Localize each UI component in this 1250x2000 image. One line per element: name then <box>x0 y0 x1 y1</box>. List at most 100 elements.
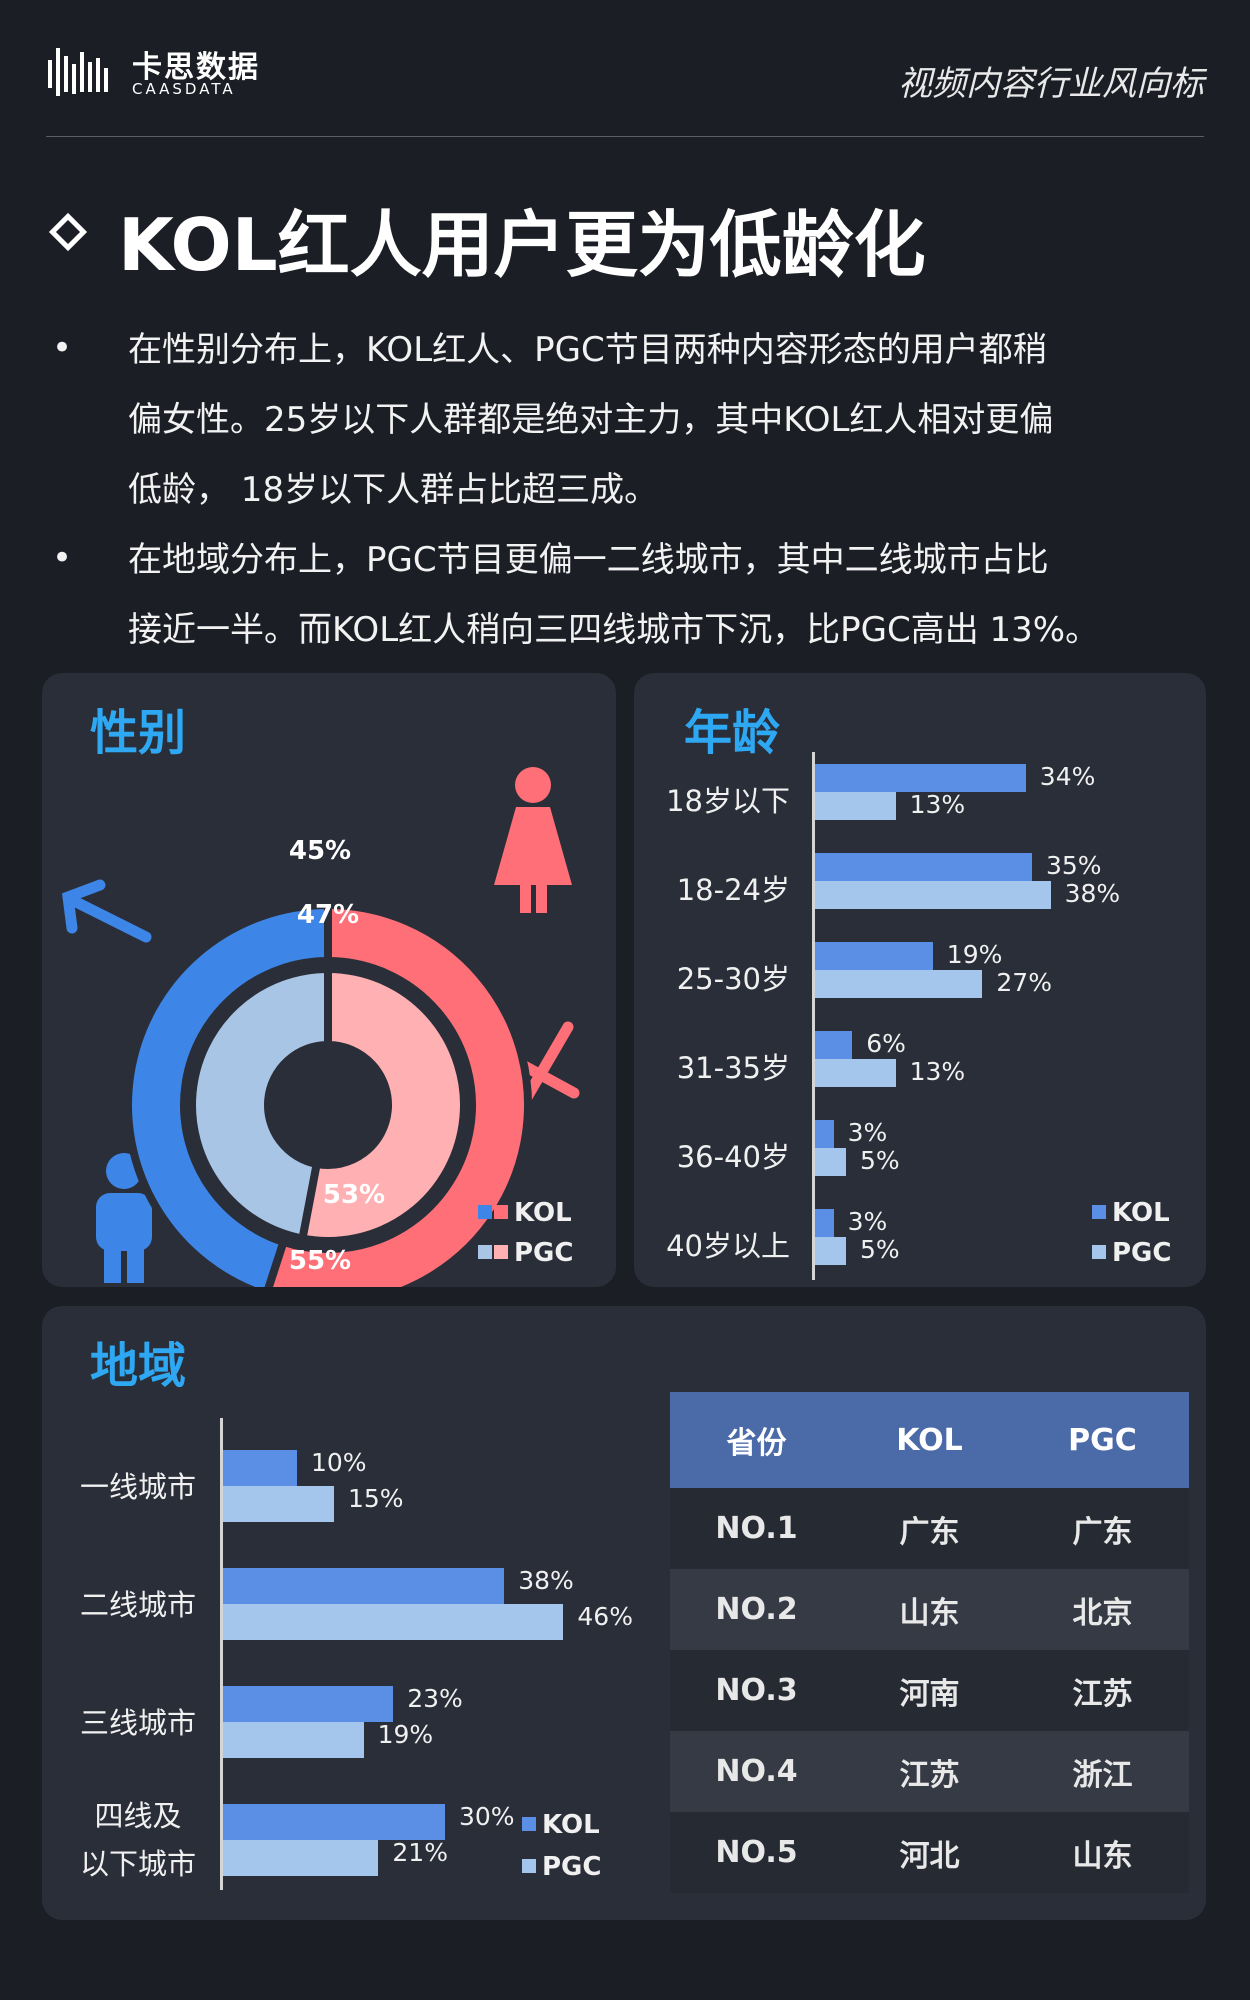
female-figure-icon <box>494 767 572 913</box>
category-label: 40岁以上 <box>666 1229 790 1263</box>
legend-pgc: PGC <box>478 1238 573 1268</box>
table-row: NO.2 山东 北京 <box>670 1569 1189 1650</box>
column-header: KOL <box>843 1392 1016 1488</box>
legend-kol: KOL <box>478 1198 572 1228</box>
bar-value-label: 38% <box>1064 879 1121 908</box>
kol-bar <box>223 1568 505 1604</box>
pgc-province-cell: 北京 <box>1016 1569 1189 1650</box>
male-symbol-icon <box>61 879 152 943</box>
logo-text: 卡思数据 <box>132 50 260 85</box>
bar-value-label: 6% <box>866 1029 906 1058</box>
category-label: 三线城市 <box>79 1706 196 1740</box>
kol-slice-male <box>124 900 332 1287</box>
pgc-bar <box>815 970 983 998</box>
bar-value-label: 34% <box>1039 762 1096 791</box>
kol-province-cell: 山东 <box>843 1569 1016 1650</box>
rank-cell: NO.3 <box>670 1650 843 1731</box>
bullet-dot: • <box>52 538 73 578</box>
diamond-bullet-icon <box>48 212 88 252</box>
bullet-text: 接近一半。而KOL红人稍向三四线城市下沉，比PGC高出 13%。 <box>128 610 1100 650</box>
bar-value-label: 23% <box>407 1684 463 1713</box>
category-label: 18岁以下 <box>666 784 790 818</box>
kol-bar <box>815 764 1026 792</box>
logo-icon <box>48 48 108 96</box>
kol-bar <box>223 1686 394 1722</box>
kol-province-cell: 河北 <box>843 1812 1016 1893</box>
pgc-province-cell: 江苏 <box>1016 1650 1189 1731</box>
rank-cell: NO.2 <box>670 1569 843 1650</box>
bar-value-label: 46% <box>577 1602 633 1631</box>
bar-value-label: 5% <box>860 1146 900 1175</box>
table-row: NO.1 广东 广东 <box>670 1488 1189 1569</box>
gender-donut-chart: 45% 55% 47% 53% <box>61 767 580 1287</box>
kol-bar <box>815 942 933 970</box>
column-header: PGC <box>1016 1392 1189 1488</box>
bar-value-label: 5% <box>860 1235 900 1264</box>
kol-province-cell: 江苏 <box>843 1731 1016 1812</box>
kol-bar <box>223 1450 297 1486</box>
pgc-bar <box>223 1722 364 1758</box>
bar-value-label: 15% <box>348 1484 404 1513</box>
pgc-bar <box>223 1486 334 1522</box>
bar-value-label: 10% <box>311 1448 367 1477</box>
bar-value-label: 30% <box>459 1802 515 1831</box>
region-panel-title: 地域 <box>90 1338 187 1394</box>
kol-bar <box>223 1804 445 1840</box>
kol-female-label: 55% <box>289 1246 351 1276</box>
bar-value-label: 13% <box>909 1057 966 1086</box>
pgc-bar <box>815 792 896 820</box>
pgc-bar <box>815 1059 896 1087</box>
header-divider <box>46 136 1204 137</box>
kol-province-cell: 河南 <box>843 1650 1016 1731</box>
table-row: NO.5 河北 山东 <box>670 1812 1189 1893</box>
bar-value-label: 3% <box>847 1207 888 1236</box>
bar-value-label: 21% <box>392 1838 448 1867</box>
rank-cell: NO.4 <box>670 1731 843 1812</box>
table-header-row: 省份 KOL PGC <box>670 1392 1189 1488</box>
category-label: 18-24岁 <box>676 873 790 907</box>
pgc-province-cell: 广东 <box>1016 1488 1189 1569</box>
pgc-female-label: 53% <box>323 1180 385 1210</box>
pgc-bar <box>223 1604 564 1640</box>
category-label: 二线城市 <box>79 1588 196 1622</box>
legend-kol: KOL <box>522 1810 600 1840</box>
column-header: 省份 <box>670 1392 843 1488</box>
kol-bar <box>815 1209 834 1237</box>
kol-province-cell: 广东 <box>843 1488 1016 1569</box>
kol-slice-female <box>264 900 532 1287</box>
pgc-slice-male <box>188 964 332 1244</box>
bar-value-label: 19% <box>377 1720 434 1749</box>
bar-value-label: 35% <box>1046 851 1102 880</box>
gender-panel-title: 性别 <box>90 705 187 761</box>
province-ranking-table: 省份 KOL PGC NO.1 广东 广东 NO.2 山东 北京 NO.3 河南… <box>670 1392 1189 1893</box>
age-panel-title: 年龄 <box>684 705 781 761</box>
bullet-dot: • <box>52 328 73 368</box>
pgc-province-cell: 山东 <box>1016 1812 1189 1893</box>
bar-value-label: 27% <box>996 968 1052 997</box>
pgc-bar <box>815 1148 846 1176</box>
legend-pgc: PGC <box>1092 1238 1171 1268</box>
bar-value-label: 38% <box>518 1566 574 1595</box>
age-axis <box>812 752 815 1280</box>
category-label: 一线城市 <box>79 1470 196 1504</box>
category-label: 36-40岁 <box>676 1140 790 1174</box>
table-row: NO.4 江苏 浙江 <box>670 1731 1189 1812</box>
table-row: NO.3 河南 江苏 <box>670 1650 1189 1731</box>
header-tagline: 视频内容行业风向标 <box>898 64 1204 104</box>
kol-bar <box>815 1031 853 1059</box>
bar-value-label: 3% <box>847 1118 888 1147</box>
bullet-text: 低龄， 18岁以下人群占比超三成。 <box>128 470 659 510</box>
legend-kol: KOL <box>1092 1198 1170 1228</box>
category-label: 25-30岁 <box>676 962 790 996</box>
bullet-text: 在性别分布上，KOL红人、PGC节目两种内容形态的用户都稍 <box>128 330 1047 370</box>
pgc-bar <box>815 1237 846 1265</box>
category-label: 31-35岁 <box>676 1051 790 1085</box>
kol-male-label: 45% <box>289 836 351 866</box>
category-label: 四线及 以下城市 <box>79 1799 196 1881</box>
page-title: KOL红人用户更为低龄化 <box>118 203 926 287</box>
kol-bar <box>815 1120 834 1148</box>
logo-subtext: CAASDATA <box>132 80 236 98</box>
pgc-bar <box>223 1840 379 1876</box>
region-axis <box>220 1418 223 1890</box>
pgc-bar <box>815 881 1051 909</box>
